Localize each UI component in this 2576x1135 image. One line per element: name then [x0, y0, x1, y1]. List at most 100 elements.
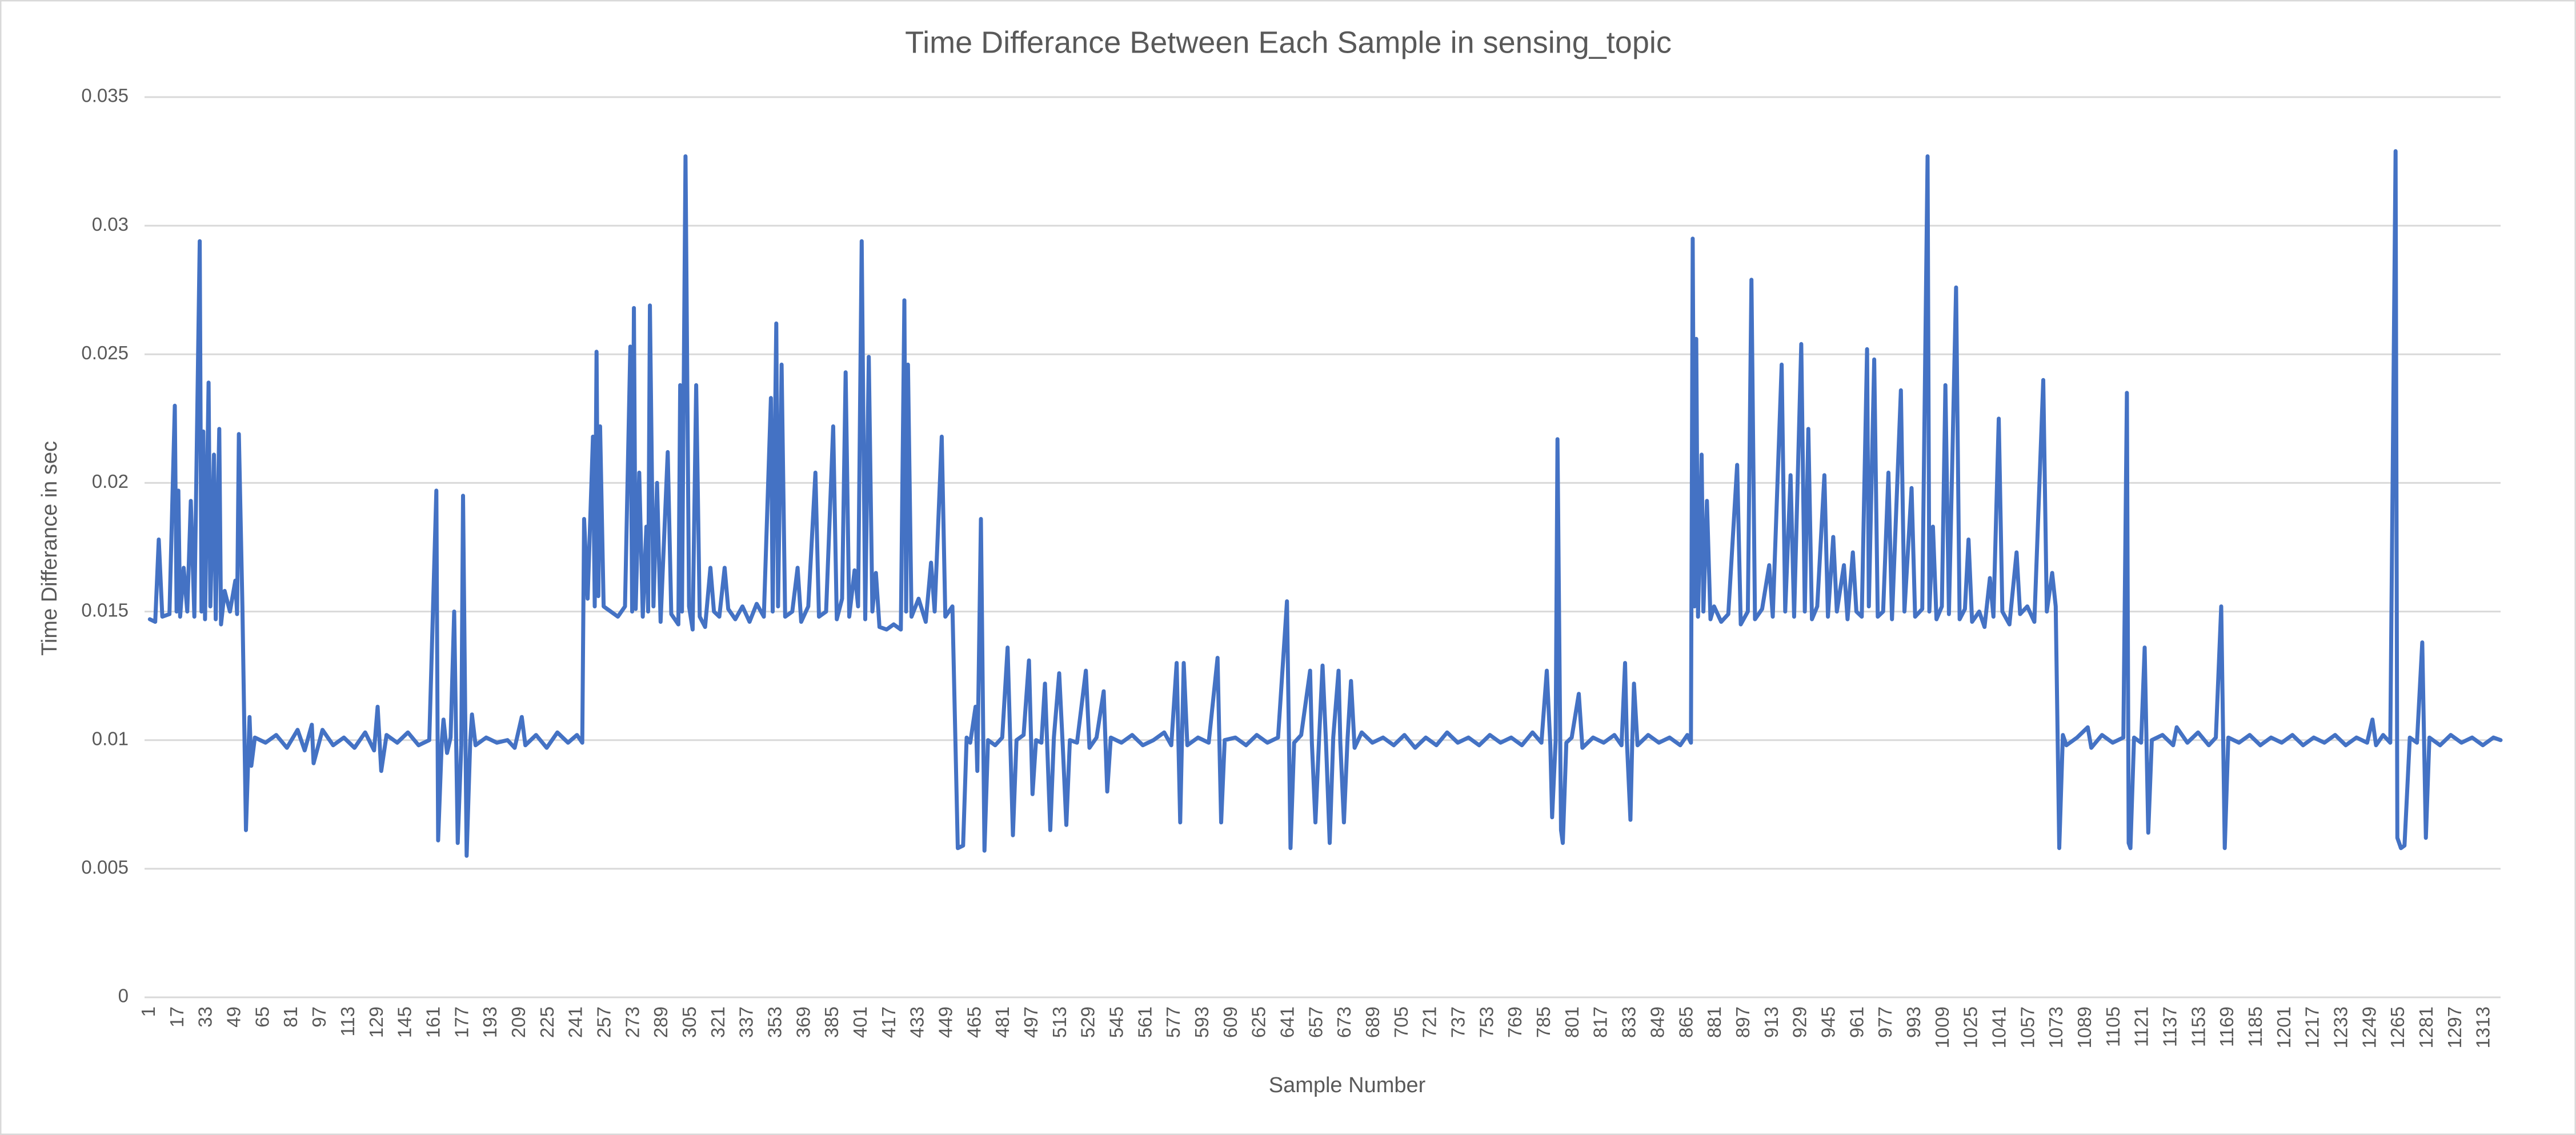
x-tick-label: 353: [764, 1006, 785, 1038]
x-tick-label: 449: [935, 1006, 956, 1038]
x-tick-label: 193: [479, 1006, 500, 1038]
x-tick-label: 1313: [2473, 1006, 2494, 1048]
x-tick-label: 129: [366, 1006, 387, 1038]
x-tick-label: 241: [565, 1006, 586, 1038]
x-tick-label: 1009: [1932, 1006, 1953, 1048]
x-tick-label: 385: [821, 1006, 842, 1038]
y-tick-label: 0.03: [92, 214, 129, 235]
x-tick-label: 305: [679, 1006, 700, 1038]
x-tick-label: 433: [907, 1006, 928, 1038]
x-tick-label: 945: [1817, 1006, 1838, 1038]
x-tick-label: 225: [536, 1006, 558, 1038]
x-tick-label: 977: [1874, 1006, 1896, 1038]
y-tick-label: 0.035: [81, 85, 129, 106]
x-tick-label: 1025: [1960, 1006, 1981, 1048]
x-tick-label: 465: [963, 1006, 984, 1038]
x-tick-label: 593: [1191, 1006, 1212, 1038]
x-tick-label: 961: [1846, 1006, 1867, 1038]
x-tick-label: 49: [223, 1006, 245, 1028]
y-axis-title: Time Differance in sec: [38, 441, 62, 656]
x-tick-label: 273: [622, 1006, 643, 1038]
x-tick-label: 1265: [2387, 1006, 2408, 1048]
y-tick-label: 0: [118, 985, 129, 1006]
y-tick-label: 0.01: [92, 728, 129, 749]
x-tick-label: 33: [195, 1006, 216, 1028]
labels: 0 0.005 0.01 0.015 0.02 0.025 0.03 0.035 1 17 33 49…: [81, 85, 2493, 1049]
x-tick-label: 1137: [2159, 1006, 2180, 1047]
x-tick-label: 145: [394, 1006, 415, 1038]
x-tick-label: 1041: [1988, 1006, 2009, 1048]
x-tick-label: 641: [1277, 1006, 1298, 1038]
y-tick-label: 0.015: [81, 599, 129, 620]
chart-title: Time Differance Between Each Sample in s…: [905, 25, 1672, 59]
x-tick-label: 1297: [2444, 1006, 2465, 1048]
y-tick-label: 0.025: [81, 342, 129, 363]
x-tick-label: 577: [1163, 1006, 1184, 1038]
x-tick-label: 337: [736, 1006, 757, 1038]
x-tick-label: 1057: [2017, 1006, 2038, 1048]
x-tick-label: 417: [878, 1006, 899, 1038]
x-tick-label: 1169: [2216, 1006, 2237, 1047]
x-tick-label: 497: [1020, 1006, 1041, 1038]
x-tick-label: 673: [1333, 1006, 1355, 1038]
x-tick-label: 785: [1533, 1006, 1554, 1038]
x-tick-label: 689: [1362, 1006, 1383, 1038]
x-tick-label: 97: [309, 1006, 330, 1028]
plot-area: [147, 149, 2503, 858]
x-tick-label: 481: [992, 1006, 1013, 1038]
x-tick-label: 545: [1106, 1006, 1127, 1038]
x-tick-label: 721: [1419, 1006, 1440, 1038]
x-tick-label: 737: [1448, 1006, 1469, 1038]
x-tick-label: 289: [650, 1006, 671, 1038]
x-tick-label: 17: [166, 1006, 187, 1028]
x-tick-label: 1073: [2045, 1006, 2066, 1048]
x-tick-label: 865: [1675, 1006, 1696, 1038]
x-tick-label: 209: [508, 1006, 529, 1038]
x-tick-label: 625: [1248, 1006, 1269, 1038]
x-tick-label: 161: [422, 1006, 443, 1038]
x-tick-label: 513: [1049, 1006, 1070, 1038]
x-tick-label: 1217: [2302, 1006, 2323, 1048]
x-tick-label: 1153: [2188, 1006, 2209, 1047]
x-tick-label: 1105: [2102, 1006, 2124, 1047]
x-tick-label: 1: [138, 1006, 159, 1017]
x-tick-label: 657: [1305, 1006, 1326, 1038]
x-tick-label: 529: [1077, 1006, 1099, 1038]
x-tick-label: 561: [1134, 1006, 1155, 1038]
x-tick-label: 817: [1590, 1006, 1611, 1038]
grid: [145, 96, 2501, 998]
x-tick-label: 993: [1903, 1006, 1924, 1038]
x-tick-label: 705: [1391, 1006, 1412, 1038]
x-tick-label: 1121: [2131, 1006, 2152, 1047]
x-tick-label: 321: [707, 1006, 728, 1038]
x-tick-label: 897: [1732, 1006, 1753, 1038]
x-tick-label: 929: [1789, 1006, 1810, 1038]
x-tick-label: 1201: [2273, 1006, 2294, 1048]
y-tick-label: 0.02: [92, 471, 129, 492]
x-tick-label: 609: [1220, 1006, 1241, 1038]
x-tick-label: 833: [1618, 1006, 1640, 1038]
x-tick-label: 369: [792, 1006, 814, 1038]
x-tick-label: 913: [1761, 1006, 1782, 1038]
x-tick-label: 1249: [2358, 1006, 2379, 1048]
x-tick-label: 177: [451, 1006, 472, 1038]
x-tick-label: 1089: [2074, 1006, 2095, 1048]
x-tick-label: 753: [1476, 1006, 1497, 1038]
x-tick-label: 1185: [2245, 1006, 2266, 1047]
data-line: [147, 149, 2503, 858]
x-tick-label: 113: [337, 1006, 358, 1037]
x-tick-label: 801: [1561, 1006, 1583, 1038]
x-tick-label: 401: [850, 1006, 871, 1038]
x-tick-label: 849: [1646, 1006, 1668, 1038]
x-axis-title: Sample Number: [1269, 1073, 1426, 1097]
x-tick-label: 1233: [2330, 1006, 2351, 1048]
x-tick-label: 81: [280, 1006, 301, 1028]
x-tick-label: 769: [1504, 1006, 1525, 1038]
x-tick-label: 65: [251, 1006, 273, 1028]
y-tick-label: 0.005: [81, 857, 129, 878]
x-tick-label: 257: [593, 1006, 614, 1038]
x-tick-label: 1281: [2415, 1006, 2437, 1048]
